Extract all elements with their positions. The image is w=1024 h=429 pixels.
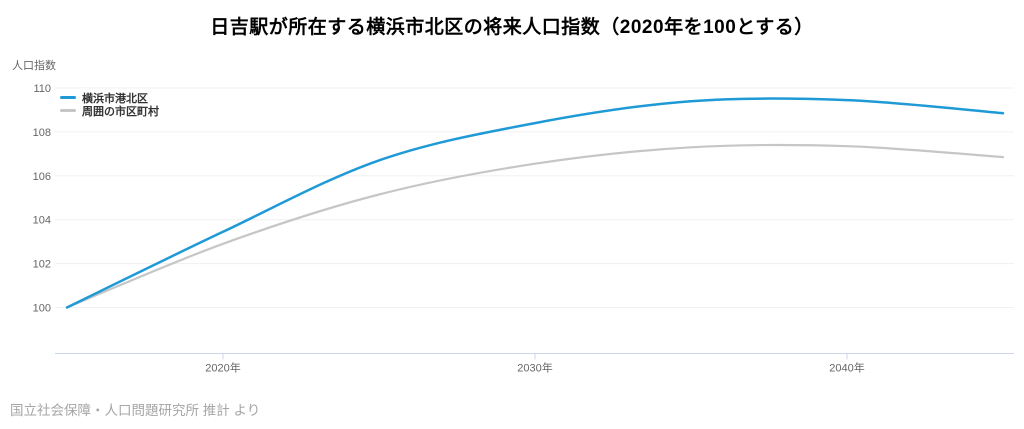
x-tick-label: 2030年: [517, 361, 552, 375]
y-tick-label: 100: [33, 303, 51, 315]
y-tick-label: 106: [33, 171, 51, 183]
y-tick-label: 104: [33, 215, 51, 227]
chart-title: 日吉駅が所在する横浜市北区の将来人口指数（2020年を100とする）: [210, 17, 814, 38]
y-tick-label: 110: [33, 83, 51, 95]
x-tick-label: 2020年: [205, 361, 240, 375]
series-line-swatch: [60, 109, 76, 112]
y-axis-title: 人口指数: [12, 60, 56, 72]
x-tick-label: 2040年: [829, 361, 864, 375]
y-tick-label: 102: [33, 259, 51, 271]
legend-item-yokohama-kohoku[interactable]: 横浜市港北区: [60, 91, 159, 105]
legend-label: 周囲の市区町村: [82, 105, 159, 118]
legend: 横浜市港北区 周囲の市区町村: [60, 91, 159, 118]
legend-item-surrounding-municipalities[interactable]: 周囲の市区町村: [60, 104, 159, 118]
series-line-swatch: [60, 96, 76, 99]
source-note: 国立社会保障・人口問題研究所 推計 より: [10, 403, 261, 418]
legend-label: 横浜市港北区: [82, 92, 148, 105]
series-path-0: [65, 97, 1005, 309]
series-path-1: [65, 143, 1005, 309]
y-tick-label: 108: [33, 127, 51, 139]
